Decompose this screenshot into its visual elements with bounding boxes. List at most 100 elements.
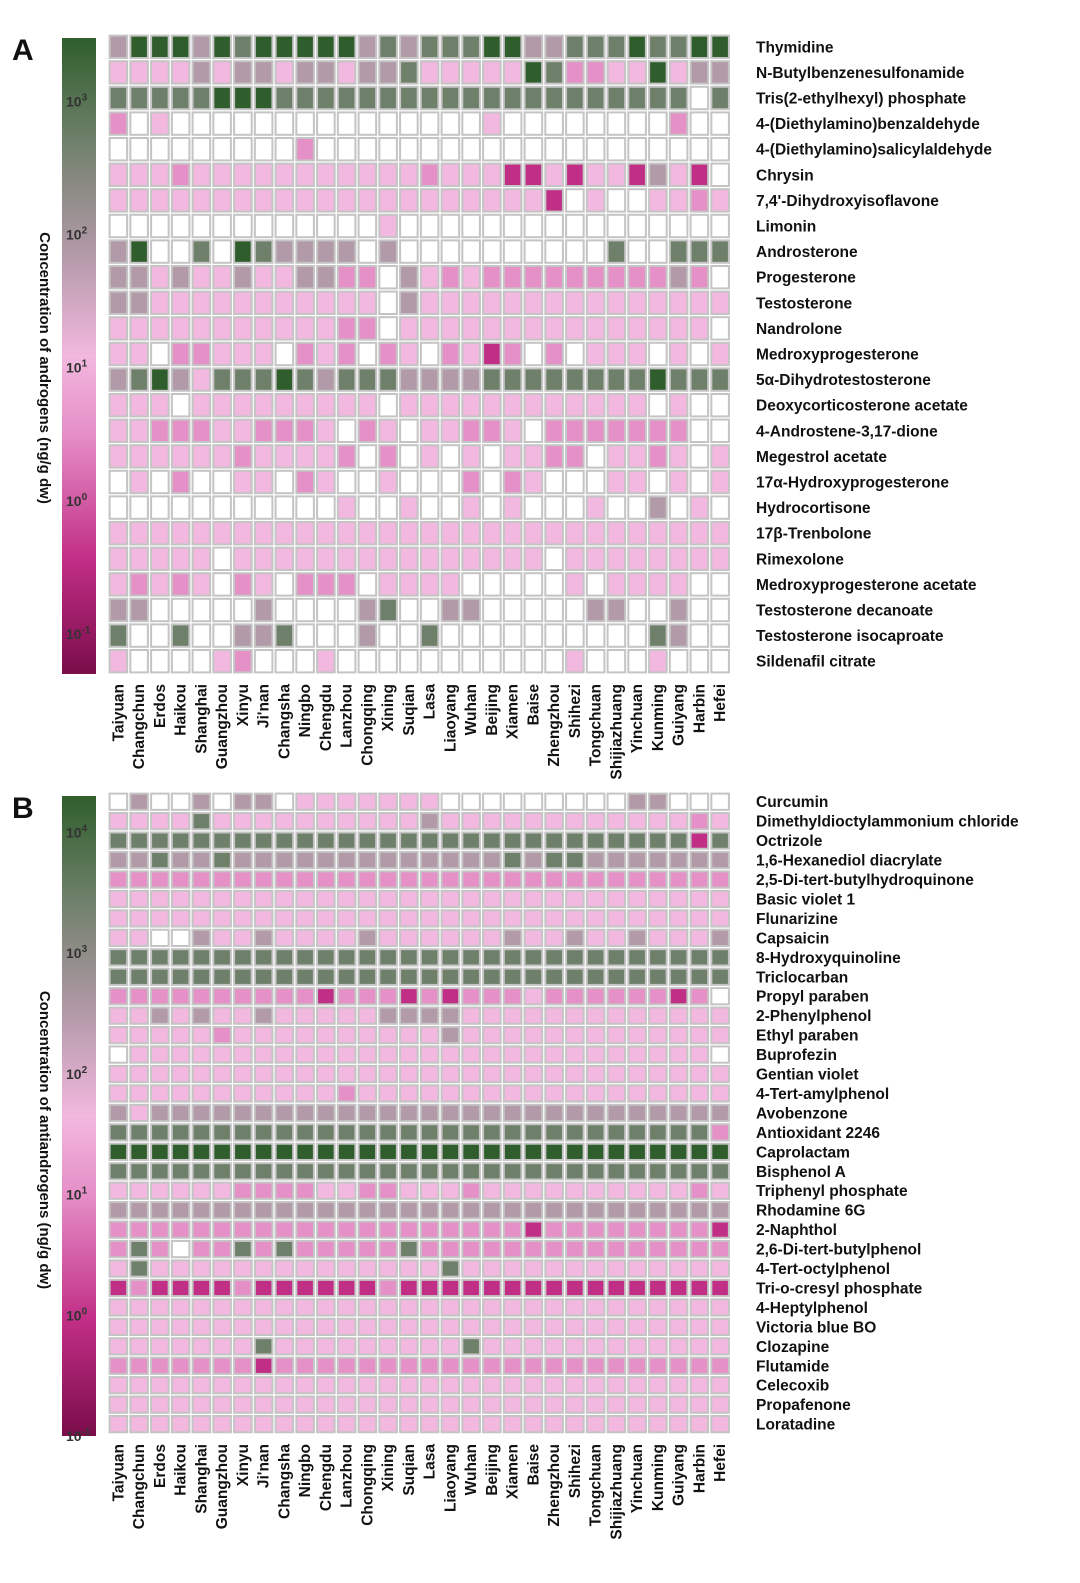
heatmap-cell: [461, 987, 481, 1006]
heatmap-cell: [170, 1064, 191, 1084]
heatmap-cell: [502, 1415, 523, 1434]
heatmap-cell: [336, 546, 357, 571]
heatmap-cell: [399, 418, 419, 444]
heatmap-cell: [253, 85, 274, 111]
heatmap-cell: [150, 111, 170, 136]
heatmap-cell: [668, 1337, 689, 1356]
heatmap-cell: [212, 870, 232, 889]
heatmap-cell: [585, 367, 606, 392]
heatmap-cell: [419, 1317, 440, 1336]
heatmap-cell: [440, 812, 461, 831]
heatmap-cell: [253, 909, 274, 928]
heatmap-cell: [253, 469, 274, 495]
heatmap-cell: [191, 495, 212, 520]
heatmap-cell: [191, 1415, 212, 1434]
heatmap-cell: [316, 60, 336, 85]
heatmap-cell: [129, 850, 149, 870]
heatmap-cell: [565, 521, 585, 546]
heatmap-cell: [253, 597, 274, 623]
heatmap-cell: [399, 948, 419, 967]
heatmap-cell: [710, 1045, 730, 1064]
heatmap-cell: [150, 1317, 170, 1336]
heatmap-cell: [689, 1084, 710, 1103]
heatmap-cell: [274, 928, 295, 947]
heatmap-cell: [170, 393, 191, 418]
heatmap-cell: [170, 546, 191, 571]
heatmap-cell: [461, 1045, 481, 1064]
heatmap-cell: [399, 1337, 419, 1356]
column-label: Suqian: [401, 684, 418, 736]
heatmap-cell: [129, 967, 149, 986]
heatmap-cell: [233, 1278, 253, 1298]
heatmap-cell: [606, 649, 627, 674]
heatmap-cell: [523, 162, 544, 188]
heatmap-cell: [419, 444, 440, 469]
heatmap-cell: [129, 290, 149, 316]
heatmap-cell: [253, 928, 274, 947]
heatmap-cell: [378, 1084, 398, 1103]
heatmap-cell: [191, 521, 212, 546]
heatmap-cell: [336, 111, 357, 136]
column-label: Erdos: [152, 1444, 169, 1488]
heatmap-cell: [170, 213, 191, 239]
heatmap-cell: [274, 870, 295, 889]
heatmap-cell: [627, 831, 647, 850]
heatmap-cell: [461, 265, 481, 290]
heatmap-cell: [482, 1006, 502, 1025]
heatmap-cell: [668, 495, 689, 520]
heatmap-cell: [170, 85, 191, 111]
heatmap-cell: [627, 1337, 647, 1356]
heatmap-cell: [108, 649, 129, 674]
column-label: Guiyang: [671, 684, 688, 746]
column-label: Ji'nan: [256, 684, 273, 728]
heatmap-cell: [233, 188, 253, 213]
heatmap-cell: [108, 1239, 129, 1259]
heatmap-cell: [336, 948, 357, 967]
heatmap-cell: [523, 1084, 544, 1103]
heatmap-cell: [170, 1317, 191, 1336]
heatmap-cell: [212, 1181, 232, 1200]
heatmap-cell: [150, 1259, 170, 1278]
heatmap-cell: [357, 265, 378, 290]
heatmap-cell: [502, 367, 523, 392]
heatmap-cell: [212, 1064, 232, 1084]
heatmap-cell: [150, 1026, 170, 1045]
heatmap-cell: [668, 316, 689, 341]
heatmap-cell: [378, 521, 398, 546]
heatmap-cell: [544, 290, 564, 316]
heatmap-cell: [565, 1298, 585, 1317]
heatmap-cell: [253, 948, 274, 967]
heatmap-cell: [606, 1220, 627, 1239]
heatmap-cell: [316, 1026, 336, 1045]
heatmap-cell: [648, 1103, 668, 1123]
heatmap-cell: [233, 1064, 253, 1084]
row-label: Chrysin: [756, 167, 814, 184]
heatmap-cell: [357, 341, 378, 367]
panel-b-letter: B: [12, 792, 34, 825]
heatmap-cell: [482, 1298, 502, 1317]
heatmap-cell: [710, 60, 730, 85]
heatmap-cell: [710, 1239, 730, 1259]
heatmap-cell: [627, 792, 647, 811]
heatmap-cell: [689, 60, 710, 85]
heatmap-cell: [212, 1278, 232, 1298]
heatmap-cell: [336, 521, 357, 546]
heatmap-cell: [648, 60, 668, 85]
heatmap-cell: [274, 188, 295, 213]
heatmap-cell: [108, 341, 129, 367]
heatmap-cell: [482, 649, 502, 674]
heatmap-cell: [295, 162, 315, 188]
heatmap-cell: [440, 239, 461, 264]
heatmap-cell: [440, 850, 461, 870]
heatmap-cell: [357, 948, 378, 967]
column-label: Kunming: [650, 1444, 667, 1511]
heatmap-cell: [482, 1201, 502, 1220]
heatmap-cell: [482, 1415, 502, 1434]
heatmap-cell: [336, 239, 357, 264]
colorbar-tick-label: 101: [66, 1186, 88, 1203]
heatmap-cell: [129, 909, 149, 928]
heatmap-cell: [606, 572, 627, 597]
heatmap-cell: [295, 812, 315, 831]
heatmap-cell: [170, 1026, 191, 1045]
